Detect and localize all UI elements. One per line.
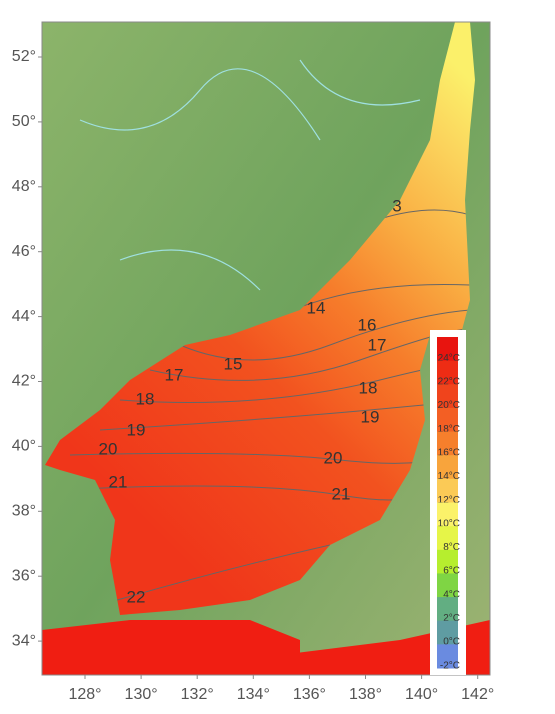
rivers [79,59,421,291]
legend-label: 18°C [438,424,460,435]
legend-label: 16°C [438,447,460,458]
lon-label: 142° [461,686,494,703]
lat-label: 38° [12,503,36,520]
legend-label: 22°C [438,377,460,388]
lon-label: 128° [68,686,101,703]
lat-label: 42° [12,373,36,390]
legend-swatch [437,549,458,574]
lon-label: 134° [237,686,270,703]
contour-label: 18 [136,389,155,408]
lon-label: 138° [349,686,382,703]
legend-label: 24°C [438,353,460,364]
lat-label: 50° [12,113,36,130]
legend-label: 10°C [438,518,460,529]
legend-label: 6°C [443,566,460,577]
legend-label: -2°C [440,660,460,671]
legend-swatch [437,597,458,622]
lon-label: 140° [405,686,438,703]
contour-label: 22 [127,587,146,606]
lat-label: 52° [12,48,36,65]
lat-label: 36° [12,567,36,584]
contour-label: 16 [358,315,377,334]
contour-label: 21 [109,472,128,491]
frame [41,21,491,676]
lat-label: 40° [12,438,36,455]
lon-label: 132° [181,686,214,703]
lat-label: 48° [12,178,36,195]
legend-swatch [437,502,458,527]
lon-label: 130° [125,686,158,703]
legend-swatch [437,526,458,551]
contour-label: 20 [99,439,118,458]
legend-label: 20°C [438,400,460,411]
legend-swatch [437,478,458,503]
contour-label: 3 [392,196,401,215]
legend-swatch [437,620,458,645]
legend-label: 2°C [443,613,460,624]
contour-label: 19 [361,407,380,426]
lat-label: 44° [12,308,36,325]
lat-label: 46° [12,243,36,260]
contour-label: 18 [359,378,378,397]
legend-label: 4°C [443,589,460,600]
legend-label: 0°C [443,637,460,648]
legend-swatch [437,573,458,598]
legend-label: 12°C [438,495,460,506]
legend: 24°C 22°C 20°C 18°C 16°C 14°C 12°C 10°C 8°C 6°C 4°… [437,337,460,671]
legend-swatch [437,384,458,409]
contour-label: 21 [332,484,351,503]
legend-swatch [437,455,458,480]
contour-label: 20 [324,448,343,467]
contour-label: 17 [368,335,387,354]
legend-swatch [437,360,458,385]
lon-label: 136° [293,686,326,703]
legend-swatch [437,407,458,433]
contour-label: 19 [127,420,146,439]
south-sea [42,620,490,675]
contour-label: 15 [224,354,243,373]
map-body [42,22,490,675]
legend-swatch [437,431,458,456]
legend-swatch [437,337,458,362]
legend-label: 8°C [443,542,460,553]
lat-label: 34° [12,632,36,649]
contour-label: 17 [165,365,184,384]
legend-label: 14°C [438,471,460,482]
contour-label: 14 [307,298,326,317]
legend-swatch [437,644,458,669]
